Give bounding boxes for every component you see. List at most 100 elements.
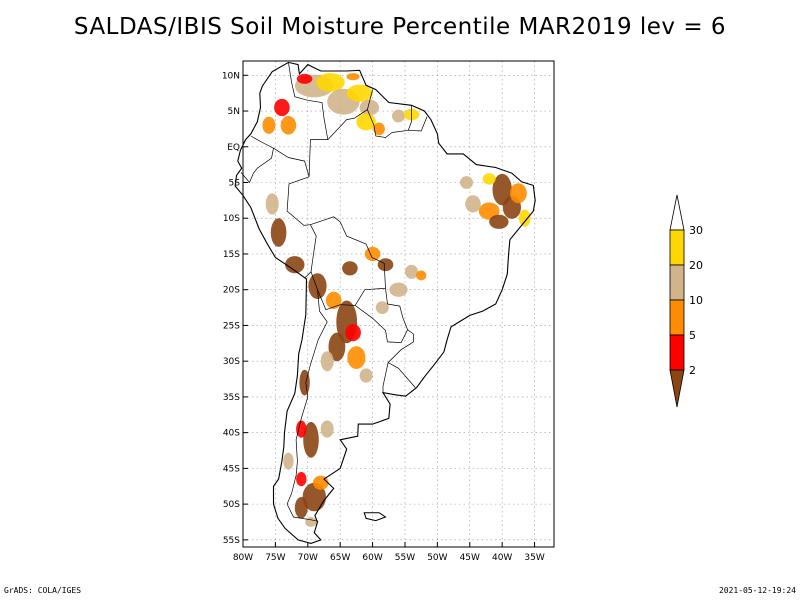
anomaly-patch bbox=[519, 209, 531, 227]
anomaly-patch bbox=[320, 351, 334, 372]
colorbar-label: 10 bbox=[689, 294, 703, 307]
anomaly-patch bbox=[316, 73, 345, 92]
anomaly-patch bbox=[308, 273, 327, 299]
colorbar-label: 20 bbox=[689, 259, 703, 272]
anomaly-patch bbox=[342, 261, 358, 276]
anomaly-patch bbox=[294, 497, 308, 519]
anomaly-patch bbox=[392, 109, 405, 123]
anomaly-patch bbox=[280, 116, 297, 135]
anomaly-patch bbox=[302, 482, 326, 512]
country-border bbox=[408, 116, 428, 132]
colorbar-segment bbox=[669, 264, 685, 301]
country-border bbox=[310, 216, 388, 305]
country-border bbox=[308, 139, 328, 177]
colorbar: 2 5 10 20 30 bbox=[669, 194, 703, 408]
anomaly-patch bbox=[296, 472, 307, 487]
anomaly-patch bbox=[405, 264, 418, 279]
colorbar-segment bbox=[669, 299, 685, 336]
anomaly-patch bbox=[345, 324, 361, 342]
colorbar-bottom-arrow bbox=[669, 369, 685, 408]
country-border bbox=[387, 303, 416, 388]
anomaly-patch bbox=[489, 214, 509, 229]
lat-tick-label: 5N bbox=[228, 107, 240, 117]
anomaly-patch bbox=[356, 113, 376, 131]
anomaly-patch bbox=[296, 420, 307, 438]
country-border bbox=[250, 135, 310, 177]
country-border bbox=[354, 305, 408, 343]
lat-tick-label: 40S bbox=[223, 429, 240, 439]
lat-tick-label: 55S bbox=[223, 536, 240, 546]
anomaly-patch bbox=[492, 173, 512, 206]
anomaly-patch bbox=[482, 173, 496, 185]
footer-credit: GrADS: COLA/IGES bbox=[4, 586, 82, 595]
island-outline bbox=[363, 512, 387, 522]
lon-tick-label: 65W bbox=[330, 553, 350, 563]
lon-tick-label: 80W bbox=[233, 553, 253, 563]
lon-tick-label: 50W bbox=[427, 553, 447, 563]
colorbar-label: 5 bbox=[689, 329, 696, 342]
lon-tick-label: 70W bbox=[298, 553, 318, 563]
lon-tick-label: 55W bbox=[395, 553, 415, 563]
anomaly-patch bbox=[460, 176, 473, 189]
anomaly-patch bbox=[375, 301, 389, 314]
anomaly-patch bbox=[347, 346, 366, 369]
anomaly-patch bbox=[305, 517, 317, 527]
footer-timestamp: 2021-05-12-19:24 bbox=[718, 586, 796, 595]
lat-tick-label: 5S bbox=[229, 179, 241, 189]
lon-tick-label: 45W bbox=[460, 553, 480, 563]
lon-tick-label: 35W bbox=[524, 553, 544, 563]
country-border bbox=[327, 89, 373, 140]
lat-tick-label: EQ bbox=[227, 143, 240, 153]
anomaly-patch bbox=[296, 73, 313, 84]
country-border bbox=[288, 62, 329, 140]
map-title: SALDAS/IBIS Soil Moisture Percentile MAR… bbox=[73, 14, 727, 40]
lat-tick-label: 45S bbox=[223, 464, 240, 474]
lon-tick-label: 60W bbox=[362, 553, 382, 563]
colorbar-label: 2 bbox=[689, 364, 696, 377]
colorbar-segment bbox=[669, 229, 685, 266]
latitude-tick-labels: 10N 5N EQ 5S 10S 15S 20S 25S 30S 35S 40S 45S 50S 55S bbox=[222, 71, 240, 546]
anomaly-patch bbox=[270, 218, 287, 247]
anomaly-patch bbox=[320, 420, 334, 438]
lon-tick-label: 40W bbox=[492, 553, 512, 563]
anomaly-patch bbox=[283, 452, 294, 470]
anomaly-patch bbox=[262, 116, 276, 134]
country-border bbox=[391, 105, 412, 133]
anomaly-patch bbox=[416, 270, 427, 281]
anomaly-patch bbox=[265, 193, 279, 215]
lat-tick-label: 50S bbox=[223, 500, 240, 510]
anomaly-patch bbox=[274, 98, 290, 117]
anomaly-patch bbox=[373, 122, 385, 136]
lon-tick-label: 75W bbox=[265, 553, 285, 563]
lat-tick-label: 25S bbox=[223, 321, 240, 331]
lat-tick-label: 20S bbox=[223, 286, 240, 296]
anomaly-patch bbox=[328, 332, 346, 362]
lat-tick-label: 35S bbox=[223, 393, 240, 403]
colorbar-label: 30 bbox=[689, 224, 703, 237]
anomaly-patch bbox=[359, 368, 373, 383]
anomaly-patch bbox=[389, 282, 408, 297]
map-frame bbox=[242, 60, 555, 548]
anomaly-patch bbox=[346, 73, 360, 81]
anomaly-patch bbox=[346, 84, 373, 102]
anomaly-patch bbox=[303, 421, 319, 458]
anomaly-patch bbox=[364, 246, 381, 262]
anomaly-patch bbox=[478, 202, 500, 220]
lat-tick-label: 10S bbox=[223, 214, 240, 224]
lat-tick-label: 15S bbox=[223, 250, 240, 260]
lat-tick-label: 30S bbox=[223, 357, 240, 367]
anomaly-patch bbox=[285, 256, 305, 274]
anomaly-patch bbox=[510, 183, 527, 204]
anomaly-patch bbox=[465, 195, 481, 213]
colorbar-segment bbox=[669, 334, 685, 371]
continent-outline bbox=[234, 61, 536, 544]
anomaly-patch bbox=[325, 291, 342, 309]
anomaly-patch bbox=[377, 258, 394, 272]
country-border bbox=[240, 148, 274, 184]
country-border bbox=[286, 289, 328, 522]
lat-tick-label: 10N bbox=[222, 71, 240, 81]
longitude-tick-labels: 80W 75W 70W 65W 60W 55W 50W 45W 40W 35W bbox=[233, 553, 545, 563]
country-border bbox=[382, 362, 389, 393]
colorbar-top-arrow bbox=[669, 194, 685, 231]
